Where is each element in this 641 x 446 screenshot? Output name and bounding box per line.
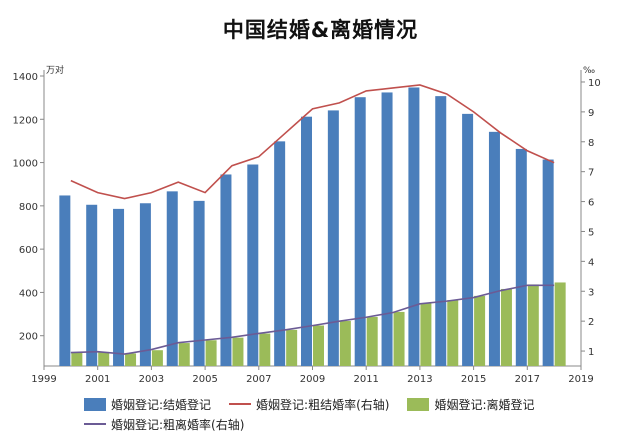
right-axis-unit: ‰	[583, 66, 595, 76]
left-y-tick-label: 400	[19, 288, 38, 299]
bar-divorce	[474, 295, 486, 366]
x-tick-label: 2009	[300, 374, 325, 385]
right-y-tick-label: 5	[588, 227, 594, 238]
left-axis-unit: 万对	[46, 64, 64, 76]
bar-marriage	[113, 208, 125, 366]
left-y-tick-label: 1400	[13, 72, 38, 83]
bar-marriage	[59, 195, 71, 366]
legend-label: 婚姻登记:粗离婚率(右轴)	[111, 417, 245, 432]
bar-divorce	[98, 351, 110, 366]
right-y-tick-label: 3	[588, 287, 594, 298]
bar-marriage	[354, 97, 366, 366]
bar-divorce	[420, 303, 432, 366]
x-tick-label: 2003	[139, 374, 164, 385]
bar-marriage	[274, 141, 286, 366]
bar-divorce	[554, 282, 566, 366]
line-crude-divorce-rate	[70, 284, 555, 355]
left-y-tick-label: 1000	[13, 159, 38, 170]
bar-divorce	[313, 325, 324, 366]
left-y-tick-label: 600	[19, 245, 38, 256]
right-y-tick-label: 7	[588, 168, 594, 179]
bar-marriage	[488, 131, 500, 366]
bar-divorce	[259, 333, 271, 366]
bar-divorce	[447, 300, 459, 366]
right-y-tick-label: 9	[588, 108, 594, 119]
bar-divorce	[393, 311, 405, 366]
bar-marriage	[301, 116, 312, 366]
legend-label: 婚姻登记:结婚登记	[111, 397, 212, 412]
bar-divorce	[71, 352, 83, 366]
bar-marriage	[542, 159, 554, 366]
bar-divorce	[178, 343, 190, 366]
bar-divorce	[205, 340, 217, 366]
bar-marriage	[166, 191, 178, 366]
legend-item-divorce-registrations: 婚姻登记:离婚登记	[407, 396, 535, 413]
bar-divorce	[339, 320, 351, 366]
bar-divorce	[125, 353, 137, 366]
bar-marriage	[139, 203, 151, 366]
x-tick-label: 2017	[515, 374, 540, 385]
right-y-tick-label: 6	[588, 198, 594, 209]
legend-swatch	[229, 403, 252, 405]
bar-marriage	[327, 110, 339, 366]
x-tick-label: 2001	[85, 374, 110, 385]
x-tick-label: 2007	[246, 374, 271, 385]
legend-item-marriage-registrations: 婚姻登记:结婚登记	[84, 396, 211, 413]
bar-divorce	[232, 337, 244, 366]
bar-marriage	[515, 148, 527, 366]
bar-divorce	[527, 284, 539, 366]
legend: 婚姻登记:结婚登记 婚姻登记:粗结婚率(右轴) 婚姻登记:离婚登记 婚姻登记:粗…	[84, 394, 624, 434]
legend-swatch	[84, 423, 106, 425]
bar-divorce	[366, 316, 378, 366]
bar-marriage	[381, 92, 393, 367]
right-y-tick-label: 1	[588, 347, 594, 358]
x-tick-label: 2013	[407, 374, 432, 385]
chart-title: 中国结婚&离婚情况	[222, 18, 419, 42]
bar-marriage	[86, 204, 98, 366]
right-y-tick-label: 2	[588, 317, 594, 328]
x-tick-label: 2019	[568, 374, 593, 385]
bar-marriage	[435, 96, 447, 367]
x-tick-label: 2015	[461, 374, 486, 385]
left-y-tick-label: 800	[19, 202, 38, 213]
left-y-tick-label: 1200	[13, 115, 38, 126]
bar-marriage	[408, 87, 420, 366]
legend-label: 婚姻登记:离婚登记	[434, 397, 535, 412]
bar-marriage	[462, 113, 474, 366]
bar-divorce	[286, 329, 298, 366]
bar-divorce	[151, 350, 163, 366]
legend-item-crude-marriage-rate: 婚姻登记:粗结婚率(右轴)	[229, 396, 389, 413]
legend-swatch	[407, 397, 430, 411]
x-tick-label: 2005	[192, 374, 217, 385]
bar-divorce	[500, 288, 512, 366]
right-y-tick-label: 4	[588, 257, 594, 268]
x-tick-label: 1999	[31, 374, 56, 385]
bar-marriage	[247, 164, 259, 366]
bar-marriage	[220, 174, 232, 366]
line-crude-marriage-rate	[70, 84, 555, 200]
right-y-tick-label: 8	[588, 138, 594, 149]
legend-swatch	[84, 397, 106, 411]
bar-marriage	[193, 200, 205, 366]
right-y-tick-label: 10	[588, 78, 601, 89]
x-tick-label: 2011	[353, 374, 378, 385]
legend-label: 婚姻登记:粗结婚率(右轴)	[256, 397, 390, 412]
legend-item-crude-divorce-rate: 婚姻登记:粗离婚率(右轴)	[84, 416, 244, 433]
left-y-tick-label: 200	[19, 332, 38, 343]
